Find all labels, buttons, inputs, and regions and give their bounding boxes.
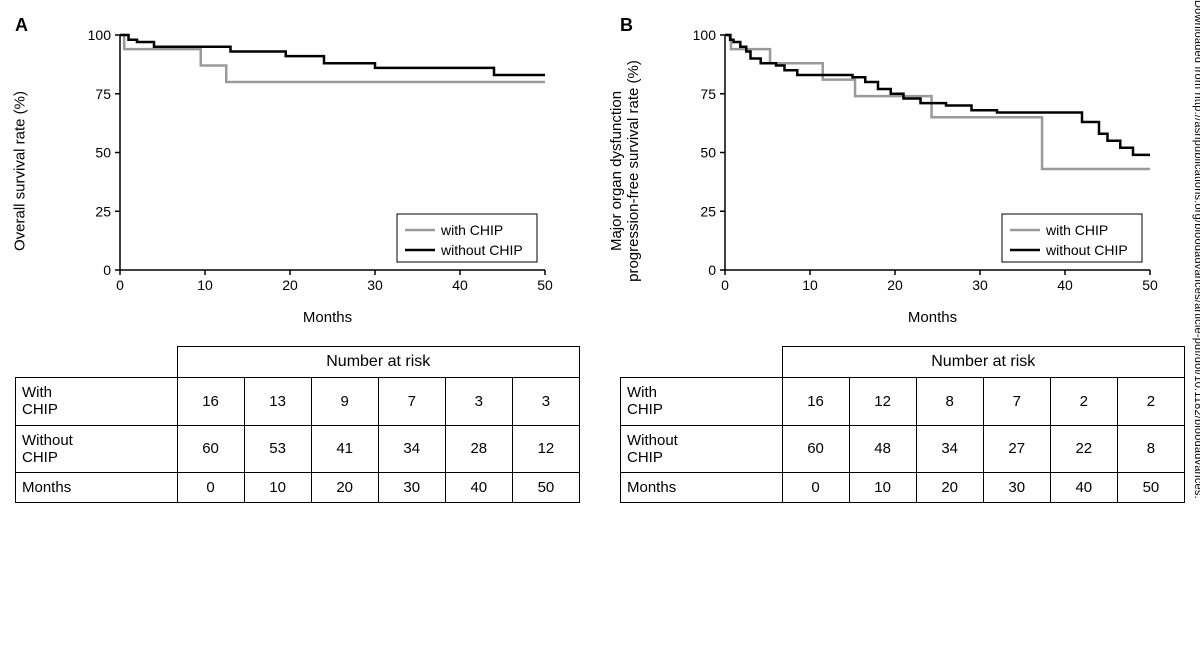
svg-text:without CHIP: without CHIP bbox=[1045, 242, 1128, 258]
panel-B: BMajor organ dysfunction progression-fre… bbox=[620, 15, 1185, 503]
svg-text:30: 30 bbox=[972, 277, 988, 293]
risk-cell: 48 bbox=[849, 425, 916, 473]
risk-table-title: Number at risk bbox=[782, 347, 1184, 378]
svg-text:25: 25 bbox=[95, 203, 111, 219]
svg-text:with CHIP: with CHIP bbox=[1045, 222, 1108, 238]
svg-text:0: 0 bbox=[708, 262, 716, 278]
svg-text:50: 50 bbox=[1142, 277, 1158, 293]
risk-row-label: Months bbox=[16, 473, 178, 503]
risk-cell: 50 bbox=[512, 473, 579, 503]
risk-cell: 50 bbox=[1117, 473, 1184, 503]
risk-cell: 2 bbox=[1117, 378, 1184, 426]
y-axis-label: Major organ dysfunction progression-free… bbox=[608, 51, 642, 291]
svg-text:100: 100 bbox=[693, 27, 717, 43]
risk-cell: 8 bbox=[1117, 425, 1184, 473]
risk-cell: 3 bbox=[445, 378, 512, 426]
risk-cell: 0 bbox=[177, 473, 244, 503]
risk-cell: 16 bbox=[177, 378, 244, 426]
risk-cell: 41 bbox=[311, 425, 378, 473]
risk-row-label: With CHIP bbox=[621, 378, 783, 426]
risk-cell: 9 bbox=[311, 378, 378, 426]
risk-row-label: Without CHIP bbox=[621, 425, 783, 473]
download-watermark: Downloaded from http://ashpublications.o… bbox=[1192, 0, 1200, 630]
chart-area: Overall survival rate (%) 0 25 50 75 100 0 10 20… bbox=[15, 15, 580, 326]
risk-cell: 13 bbox=[244, 378, 311, 426]
risk-cell: 30 bbox=[378, 473, 445, 503]
risk-cell: 34 bbox=[916, 425, 983, 473]
risk-cell: 60 bbox=[782, 425, 849, 473]
risk-cell: 7 bbox=[983, 378, 1050, 426]
svg-text:20: 20 bbox=[282, 277, 298, 293]
svg-text:25: 25 bbox=[700, 203, 716, 219]
svg-text:50: 50 bbox=[700, 145, 716, 161]
risk-cell: 3 bbox=[512, 378, 579, 426]
risk-cell: 20 bbox=[311, 473, 378, 503]
risk-row-label: With CHIP bbox=[16, 378, 178, 426]
risk-cell: 2 bbox=[1050, 378, 1117, 426]
risk-cell: 12 bbox=[512, 425, 579, 473]
risk-cell: 40 bbox=[445, 473, 512, 503]
risk-cell: 28 bbox=[445, 425, 512, 473]
x-axis-label: Months bbox=[75, 309, 580, 326]
svg-text:50: 50 bbox=[537, 277, 553, 293]
svg-text:30: 30 bbox=[367, 277, 383, 293]
risk-cell: 30 bbox=[983, 473, 1050, 503]
svg-text:20: 20 bbox=[887, 277, 903, 293]
risk-cell: 8 bbox=[916, 378, 983, 426]
risk-cell: 60 bbox=[177, 425, 244, 473]
svg-text:50: 50 bbox=[95, 145, 111, 161]
risk-cell: 53 bbox=[244, 425, 311, 473]
svg-text:10: 10 bbox=[197, 277, 213, 293]
risk-table: Number at riskWith CHIP16128722Without C… bbox=[620, 346, 1185, 503]
svg-text:with CHIP: with CHIP bbox=[440, 222, 503, 238]
x-axis-label: Months bbox=[680, 309, 1185, 326]
risk-row-label: Without CHIP bbox=[16, 425, 178, 473]
svg-text:75: 75 bbox=[95, 86, 111, 102]
risk-cell: 7 bbox=[378, 378, 445, 426]
risk-cell: 27 bbox=[983, 425, 1050, 473]
risk-table: Number at riskWith CHIP16139733Without C… bbox=[15, 346, 580, 503]
svg-text:0: 0 bbox=[116, 277, 124, 293]
risk-row-label: Months bbox=[621, 473, 783, 503]
figure-panels: AOverall survival rate (%)02550751000102… bbox=[15, 15, 1185, 503]
y-axis-label: Overall survival rate (%) bbox=[12, 51, 29, 291]
svg-text:40: 40 bbox=[1057, 277, 1073, 293]
svg-text:0: 0 bbox=[721, 277, 729, 293]
risk-cell: 20 bbox=[916, 473, 983, 503]
svg-text:100: 100 bbox=[88, 27, 112, 43]
panel-A: AOverall survival rate (%)02550751000102… bbox=[15, 15, 580, 503]
risk-cell: 40 bbox=[1050, 473, 1117, 503]
risk-cell: 16 bbox=[782, 378, 849, 426]
svg-text:without CHIP: without CHIP bbox=[440, 242, 523, 258]
risk-table-title: Number at risk bbox=[177, 347, 579, 378]
risk-cell: 0 bbox=[782, 473, 849, 503]
risk-cell: 22 bbox=[1050, 425, 1117, 473]
risk-cell: 10 bbox=[849, 473, 916, 503]
svg-text:40: 40 bbox=[452, 277, 468, 293]
svg-text:75: 75 bbox=[700, 86, 716, 102]
risk-cell: 12 bbox=[849, 378, 916, 426]
svg-text:0: 0 bbox=[103, 262, 111, 278]
risk-cell: 10 bbox=[244, 473, 311, 503]
svg-text:10: 10 bbox=[802, 277, 818, 293]
risk-cell: 34 bbox=[378, 425, 445, 473]
chart-area: Major organ dysfunction progression-free… bbox=[620, 15, 1185, 326]
